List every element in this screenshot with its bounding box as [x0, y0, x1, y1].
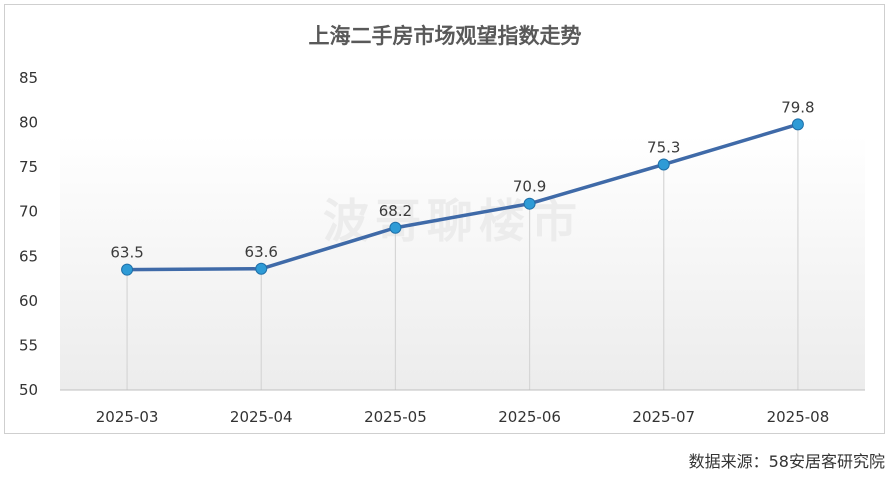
y-tick-label: 60 [19, 292, 38, 310]
data-label: 63.6 [245, 243, 278, 261]
y-axis-ticks: 85 80 75 70 65 60 55 50 [19, 69, 38, 399]
chart-frame: 上海二手房市场观望指数走势 波哥聊楼市 85 80 75 70 65 60 55 50 202… [4, 4, 885, 434]
x-tick-label: 2025-06 [498, 408, 561, 426]
data-source-note: 数据来源：58安居客研究院 [688, 452, 885, 471]
x-tick-label: 2025-07 [632, 408, 695, 426]
plot-area [60, 135, 865, 390]
x-tick-label: 2025-03 [96, 408, 159, 426]
x-tick-label: 2025-05 [364, 408, 427, 426]
data-labels: 63.5 63.6 68.2 70.9 75.3 79.8 [110, 98, 814, 261]
y-tick-label: 55 [19, 336, 38, 354]
data-point-marker [121, 263, 134, 276]
data-label: 63.5 [110, 244, 143, 262]
data-point-marker [389, 221, 402, 234]
series-line [125, 122, 800, 272]
data-point-marker [657, 158, 670, 171]
x-axis-ticks: 2025-03 2025-04 2025-05 2025-06 2025-07 2025-… [96, 408, 830, 426]
series-polyline [125, 122, 800, 272]
y-tick-label: 50 [19, 381, 38, 399]
data-point-marker [791, 118, 804, 131]
watermark: 波哥聊楼市 [323, 194, 583, 248]
x-tick-label: 2025-08 [767, 408, 830, 426]
y-tick-label: 85 [19, 69, 38, 87]
y-tick-label: 65 [19, 247, 38, 265]
data-label: 75.3 [647, 138, 680, 156]
chart-title: 上海二手房市场观望指数走势 [309, 24, 582, 48]
y-tick-label: 70 [19, 203, 38, 221]
data-point-marker [255, 262, 268, 275]
series-markers [121, 118, 804, 276]
data-label: 79.8 [781, 98, 814, 116]
y-tick-label: 80 [19, 114, 38, 132]
y-tick-label: 75 [19, 158, 38, 176]
drop-lines [126, 124, 799, 390]
data-point-marker [523, 197, 536, 210]
data-label: 68.2 [379, 202, 412, 220]
data-label: 70.9 [513, 178, 546, 196]
line-chart: 上海二手房市场观望指数走势 波哥聊楼市 85 80 75 70 65 60 55 50 202… [19, 24, 865, 426]
x-tick-label: 2025-04 [230, 408, 293, 426]
